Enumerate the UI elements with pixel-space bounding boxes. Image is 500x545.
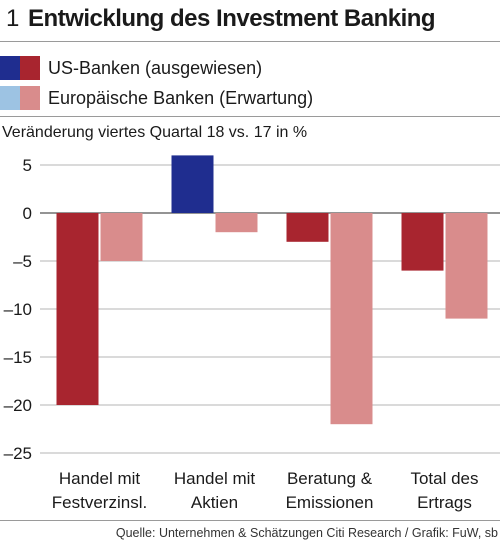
x-category-label: Total des [410,469,478,488]
y-axis-tick-labels: 5 0 –5 –10 –15 –20 –25 [4,156,32,463]
legend-item-european-banks: Europäische Banken (Erwartung) [0,86,500,110]
legend-swatch-positive [0,86,20,110]
y-tick-label: 0 [23,204,32,223]
bar [56,213,99,405]
bar [100,213,143,261]
x-category-label: Aktien [191,493,238,512]
legend-label: Europäische Banken (Erwartung) [48,88,314,108]
chart-subtitle: Veränderung viertes Quartal 18 vs. 17 in… [2,124,308,141]
bar [171,155,214,213]
title-divider [0,41,500,42]
bar [401,213,444,271]
x-category-label: Festverzinsl. [52,493,147,512]
source-divider [0,520,500,521]
y-tick-label: –5 [13,252,32,271]
y-tick-label: –20 [4,396,32,415]
legend-item-us-banks: US-Banken (ausgewiesen) [0,56,500,80]
legend-divider [0,116,500,117]
y-tick-label: 5 [23,156,32,175]
legend-swatch-negative [20,56,40,80]
x-category-label: Beratung & [287,469,373,488]
title-bar: 1 Entwicklung des Investment Banking [0,0,500,40]
y-tick-label: –10 [4,300,32,319]
source-note: Quelle: Unternehmen & Schätzungen Citi R… [115,526,498,540]
x-axis-category-labels: Handel mit Festverzinsl. Handel mit Aktien B… [52,469,479,512]
bar [445,213,488,319]
x-category-label: Handel mit [59,469,141,488]
bar [330,213,373,425]
y-tick-label: –15 [4,348,32,367]
y-tick-label: –25 [4,444,32,463]
chart-title: Entwicklung des Investment Banking [28,5,436,32]
grid-lines [40,164,500,454]
x-category-label: Emissionen [286,493,374,512]
bar [286,213,329,242]
x-category-label: Handel mit [174,469,256,488]
x-category-label: Ertrags [417,493,472,512]
legend-swatch-negative [20,86,40,110]
legend-swatch-positive [0,56,20,80]
bars [56,155,488,425]
bar [215,213,258,233]
legend-label: US-Banken (ausgewiesen) [48,58,263,78]
bar-chart: 5 0 –5 –10 –15 –20 –25 Handel mit Festverzinsl.… [4,155,500,512]
chart-number: 1 [6,5,20,32]
